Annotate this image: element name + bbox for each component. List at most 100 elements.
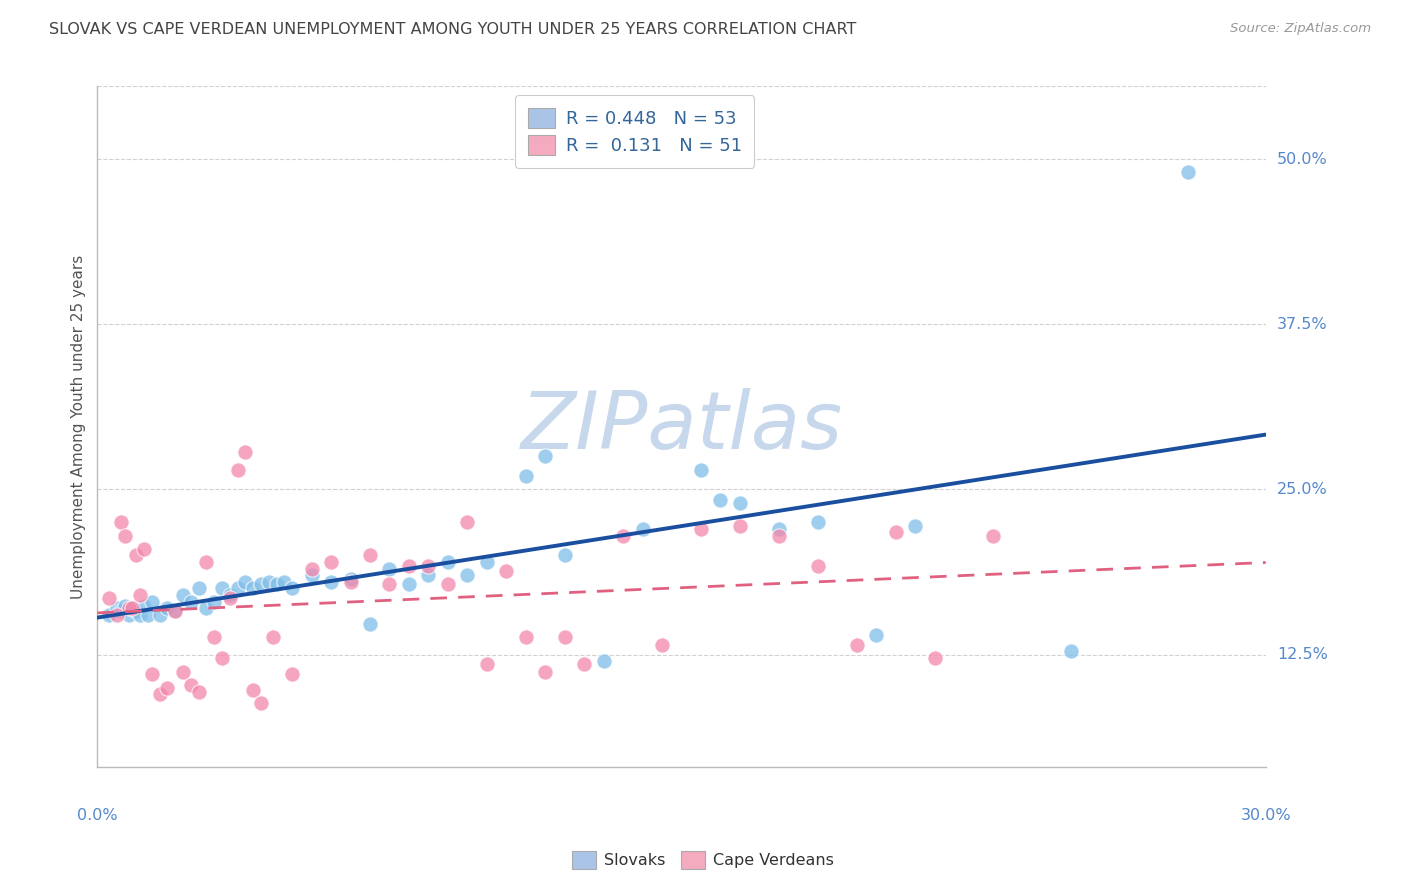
Point bbox=[129, 607, 152, 622]
Legend: Slovaks, Cape Verdeans: Slovaks, Cape Verdeans bbox=[565, 845, 841, 875]
Point bbox=[728, 519, 751, 533]
Point bbox=[709, 492, 731, 507]
Point bbox=[651, 638, 673, 652]
Point bbox=[631, 522, 654, 536]
Point bbox=[202, 630, 225, 644]
Point bbox=[165, 604, 187, 618]
Point bbox=[149, 687, 172, 701]
Legend: R = 0.448   N = 53, R =  0.131   N = 51: R = 0.448 N = 53, R = 0.131 N = 51 bbox=[515, 95, 755, 168]
Point bbox=[125, 549, 148, 563]
Point bbox=[981, 528, 1004, 542]
Point bbox=[235, 574, 257, 589]
Text: Source: ZipAtlas.com: Source: ZipAtlas.com bbox=[1230, 22, 1371, 36]
Point bbox=[378, 577, 401, 591]
Point bbox=[534, 665, 557, 679]
Point bbox=[534, 450, 557, 464]
Point bbox=[359, 549, 381, 563]
Text: 30.0%: 30.0% bbox=[1240, 808, 1291, 823]
Point bbox=[865, 628, 887, 642]
Point bbox=[554, 630, 576, 644]
Point bbox=[105, 607, 128, 622]
Point bbox=[98, 607, 121, 622]
Point bbox=[195, 555, 218, 569]
Point bbox=[165, 604, 187, 618]
Point bbox=[475, 555, 498, 569]
Text: 37.5%: 37.5% bbox=[1277, 317, 1327, 332]
Point bbox=[418, 559, 440, 574]
Point bbox=[110, 516, 132, 530]
Point bbox=[807, 559, 830, 574]
Text: ZIPatlas: ZIPatlas bbox=[520, 388, 842, 466]
Point bbox=[612, 528, 634, 542]
Point bbox=[180, 595, 202, 609]
Point bbox=[807, 516, 830, 530]
Point bbox=[156, 681, 179, 695]
Point bbox=[398, 577, 420, 591]
Point bbox=[339, 574, 361, 589]
Point bbox=[301, 568, 323, 582]
Point bbox=[121, 601, 143, 615]
Text: 12.5%: 12.5% bbox=[1277, 647, 1327, 662]
Point bbox=[202, 595, 225, 609]
Point bbox=[125, 604, 148, 618]
Text: SLOVAK VS CAPE VERDEAN UNEMPLOYMENT AMONG YOUTH UNDER 25 YEARS CORRELATION CHART: SLOVAK VS CAPE VERDEAN UNEMPLOYMENT AMON… bbox=[49, 22, 856, 37]
Point bbox=[195, 601, 218, 615]
Point bbox=[768, 522, 790, 536]
Point bbox=[1177, 165, 1199, 179]
Point bbox=[129, 588, 152, 602]
Point bbox=[117, 607, 139, 622]
Point bbox=[242, 582, 264, 596]
Point bbox=[250, 577, 273, 591]
Point bbox=[845, 638, 868, 652]
Point bbox=[180, 678, 202, 692]
Point bbox=[114, 599, 136, 613]
Point bbox=[359, 617, 381, 632]
Y-axis label: Unemployment Among Youth under 25 years: Unemployment Among Youth under 25 years bbox=[72, 254, 86, 599]
Point bbox=[211, 582, 233, 596]
Point bbox=[257, 574, 280, 589]
Point bbox=[554, 549, 576, 563]
Point bbox=[132, 541, 155, 556]
Point bbox=[117, 601, 139, 615]
Point bbox=[515, 469, 537, 483]
Point bbox=[690, 522, 713, 536]
Point bbox=[378, 561, 401, 575]
Point bbox=[110, 604, 132, 618]
Point bbox=[319, 555, 342, 569]
Point bbox=[149, 607, 172, 622]
Point bbox=[132, 599, 155, 613]
Point bbox=[187, 582, 209, 596]
Point bbox=[1060, 643, 1083, 657]
Point bbox=[728, 495, 751, 509]
Point bbox=[515, 630, 537, 644]
Point bbox=[136, 607, 159, 622]
Point bbox=[105, 601, 128, 615]
Point bbox=[319, 574, 342, 589]
Point bbox=[141, 595, 163, 609]
Point bbox=[98, 591, 121, 605]
Point bbox=[418, 568, 440, 582]
Point bbox=[226, 582, 249, 596]
Point bbox=[141, 667, 163, 681]
Point bbox=[281, 582, 304, 596]
Point bbox=[187, 684, 209, 698]
Point bbox=[456, 568, 478, 582]
Point bbox=[437, 555, 460, 569]
Point bbox=[690, 462, 713, 476]
Text: 0.0%: 0.0% bbox=[77, 808, 118, 823]
Point bbox=[266, 577, 288, 591]
Point bbox=[262, 630, 284, 644]
Text: 50.0%: 50.0% bbox=[1277, 152, 1327, 167]
Point bbox=[218, 591, 240, 605]
Point bbox=[172, 665, 194, 679]
Point bbox=[211, 651, 233, 665]
Point bbox=[495, 564, 517, 578]
Point bbox=[475, 657, 498, 671]
Point bbox=[437, 577, 460, 591]
Point bbox=[924, 651, 946, 665]
Point bbox=[281, 667, 304, 681]
Point bbox=[273, 574, 295, 589]
Point bbox=[121, 601, 143, 615]
Point bbox=[235, 445, 257, 459]
Point bbox=[301, 561, 323, 575]
